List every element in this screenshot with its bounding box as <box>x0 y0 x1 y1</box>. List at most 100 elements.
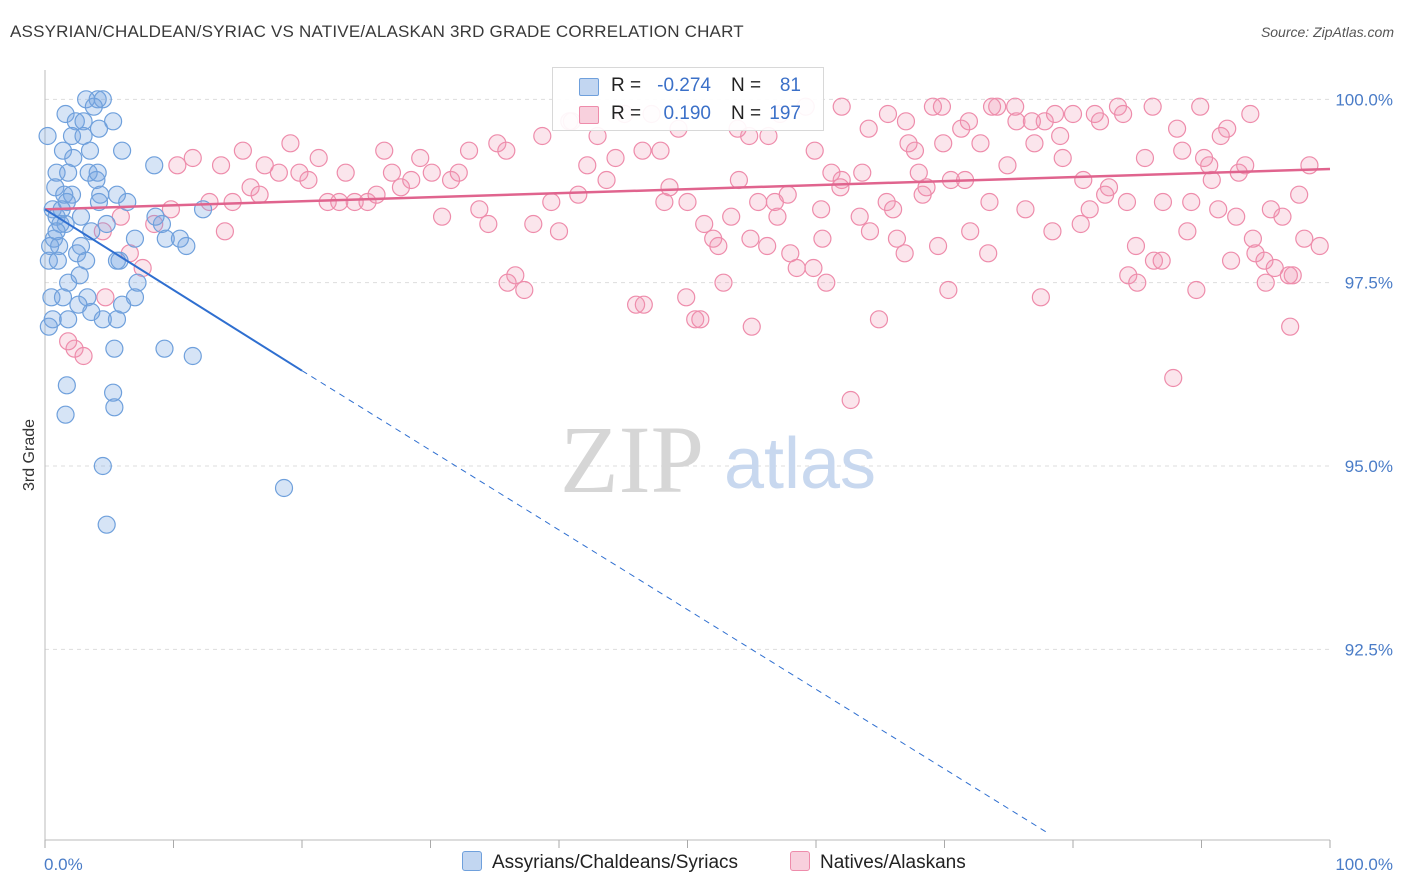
data-point-natives <box>533 126 552 146</box>
data-point-natives <box>223 192 242 212</box>
legend-item-natives[interactable]: Natives/Alaskans <box>790 851 966 874</box>
data-point-assyrian <box>170 229 190 248</box>
data-point-assyrian <box>38 126 57 146</box>
data-point-natives <box>831 178 850 197</box>
data-point-natives <box>1182 192 1201 212</box>
data-point-natives <box>878 104 898 124</box>
data-point-natives <box>281 134 300 153</box>
trend-line-natives <box>44 167 1331 211</box>
data-point-natives <box>1007 112 1026 131</box>
data-point-natives <box>1261 200 1280 219</box>
data-point-natives <box>432 207 452 226</box>
data-point-natives <box>597 170 616 190</box>
data-point-assyrian <box>47 222 66 241</box>
data-point-natives <box>1290 185 1309 204</box>
data-point-natives <box>971 134 990 153</box>
data-point-assyrian <box>146 207 165 226</box>
data-point-natives <box>1031 288 1050 307</box>
axis-labels: 92.5% 95.0% 97.5% 100.0% 0.0% 100.0% 3rd Grade <box>21 90 1393 874</box>
data-point-natives <box>655 192 674 212</box>
legend-label-assyrian: Assyrians/Chaldeans/Syriacs <box>492 852 739 873</box>
chart-title: ASSYRIAN/CHALDEAN/SYRIAC VS NATIVE/ALASK… <box>10 22 744 41</box>
data-point-natives <box>742 317 761 336</box>
data-point-assyrian <box>125 288 145 307</box>
legend-item-assyrian[interactable]: Assyrians/Chaldeans/Syriacs <box>462 851 738 874</box>
data-point-natives <box>859 119 878 138</box>
data-point-natives <box>299 170 318 190</box>
data-point-natives <box>1241 104 1260 124</box>
data-point-natives <box>1025 134 1044 153</box>
natives-points <box>59 97 1329 410</box>
data-point-natives <box>1173 141 1192 160</box>
data-point-natives <box>1194 148 1214 168</box>
data-point-natives <box>1211 126 1230 146</box>
data-point-natives <box>765 192 784 212</box>
data-point-natives <box>677 288 696 307</box>
x-tick-label: 100.0% <box>1335 855 1393 874</box>
data-point-natives <box>1143 97 1162 116</box>
data-point-natives <box>367 185 386 204</box>
data-point-natives <box>497 141 516 160</box>
data-point-natives <box>1114 104 1133 124</box>
data-point-natives <box>59 332 78 351</box>
data-point-assyrian <box>112 141 132 160</box>
data-point-natives <box>899 134 918 153</box>
data-point-natives <box>1043 222 1062 241</box>
watermark-zip: ZIP <box>560 406 704 513</box>
data-point-natives <box>895 244 914 263</box>
legend-row-assyrian: R = -0.274 N = 81 <box>553 72 823 100</box>
data-point-assyrian <box>89 119 109 138</box>
data-point-natives <box>1295 229 1314 248</box>
data-point-natives <box>934 134 953 153</box>
x-tick-label: 0.0% <box>44 855 83 874</box>
data-point-assyrian <box>104 112 123 131</box>
data-point-natives <box>1221 251 1241 270</box>
legend-n-label: N = <box>731 75 762 96</box>
legend-row-natives: R = 0.190 N = 197 <box>553 100 823 128</box>
data-point-natives <box>1096 185 1115 204</box>
data-point-natives <box>1227 207 1246 226</box>
data-point-natives <box>549 222 569 241</box>
data-point-natives <box>822 163 841 182</box>
data-point-assyrian <box>74 112 93 131</box>
data-point-natives <box>741 229 760 248</box>
data-point-natives <box>1128 273 1147 292</box>
data-point-natives <box>1016 200 1035 219</box>
data-point-natives <box>917 178 936 197</box>
trend-lines <box>44 167 1331 834</box>
y-tick-label: 92.5% <box>1345 640 1393 659</box>
data-point-natives <box>1035 112 1054 131</box>
data-point-natives <box>651 141 670 160</box>
data-point-natives <box>1051 126 1070 146</box>
data-point-natives <box>729 170 749 190</box>
y-tick-label: 95.0% <box>1345 457 1393 476</box>
data-point-assyrian <box>59 163 78 182</box>
data-point-assyrian <box>104 383 123 402</box>
data-point-assyrian <box>53 141 73 160</box>
data-point-natives <box>982 97 1002 116</box>
data-point-assyrian <box>156 229 175 248</box>
data-point-assyrian <box>82 302 101 322</box>
data-point-natives <box>1135 148 1155 168</box>
legend-r-label: R = <box>611 75 642 96</box>
data-point-natives <box>1209 200 1228 219</box>
data-point-assyrian <box>50 236 69 256</box>
data-point-natives <box>909 163 928 182</box>
legend-swatch-blue <box>579 78 599 96</box>
data-point-natives <box>932 97 952 116</box>
watermark-atlas: atlas <box>724 424 876 504</box>
data-point-assyrian <box>55 185 74 204</box>
data-point-natives <box>1265 258 1284 278</box>
data-point-natives <box>686 310 705 329</box>
data-point-natives <box>626 295 646 314</box>
data-point-natives <box>382 163 402 182</box>
data-point-natives <box>96 288 115 307</box>
data-point-natives <box>183 148 202 168</box>
legend-swatch-blue <box>462 851 482 871</box>
data-point-natives <box>330 192 349 212</box>
data-point-natives <box>961 222 980 241</box>
data-point-natives <box>812 200 831 219</box>
data-point-natives <box>853 163 872 182</box>
legend-r-label: R = <box>611 103 642 124</box>
data-point-natives <box>781 244 800 263</box>
